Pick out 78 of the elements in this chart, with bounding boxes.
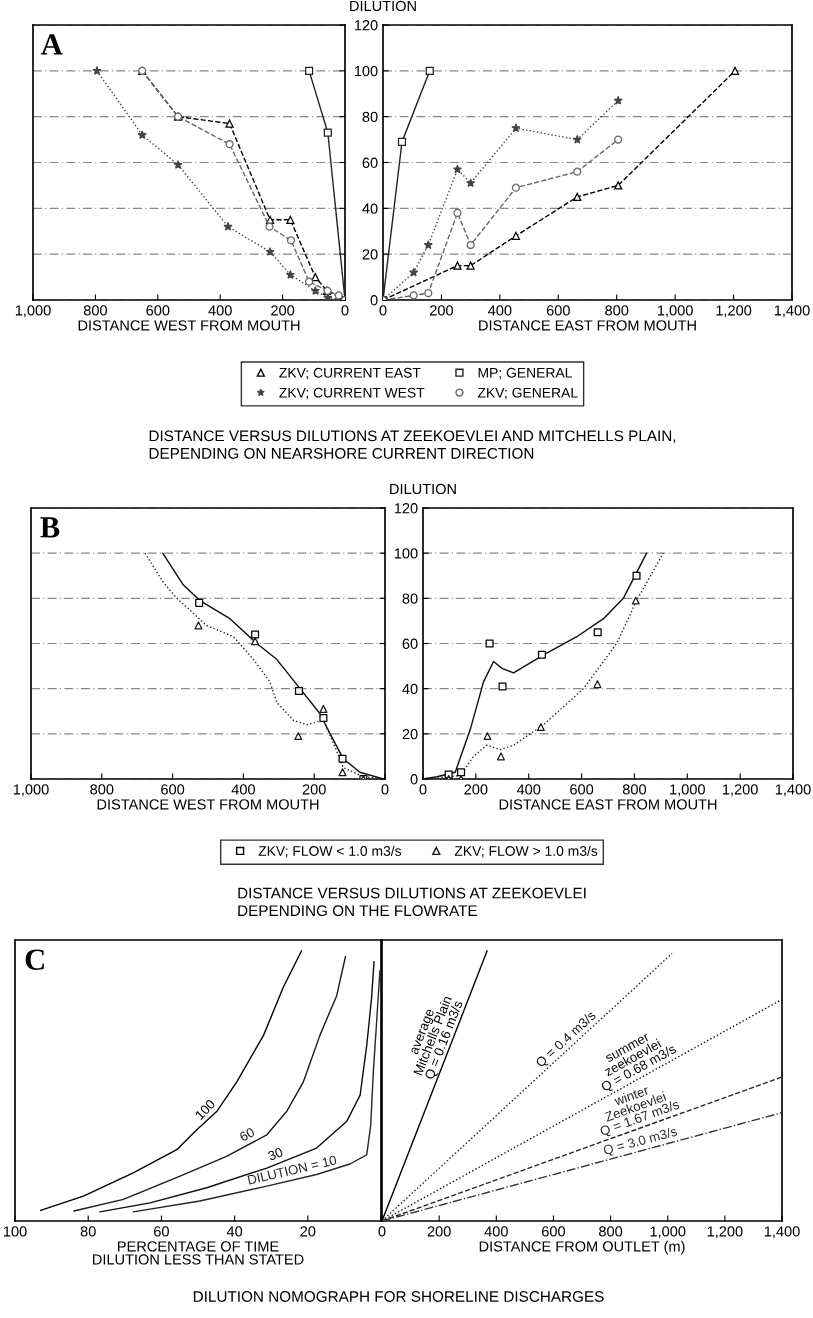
annotation: B — [40, 517, 60, 538]
y-tick-label: 100 — [354, 65, 378, 77]
x-tick-label: 0 — [379, 305, 387, 316]
x-tick-label: 400 — [516, 784, 541, 795]
text: DILUTION NOMOGRAPH FOR SHORELINE DISCHARGES — [193, 1291, 604, 1302]
x-tick-label: 400 — [231, 784, 255, 795]
x-tick-label: 200 — [271, 305, 295, 316]
x-tick-label: 600 — [542, 1226, 566, 1237]
x-tick-label: 800 — [83, 305, 107, 316]
x-axis-title: DISTANCE WEST FROM MOUTH — [97, 799, 319, 810]
x-axis-title: DISTANCE FROM OUTLET (m) — [479, 1240, 685, 1255]
y-tick-label: 80 — [362, 111, 378, 123]
y-tick-label: 0 — [410, 774, 418, 785]
x-tick-label: 1,000 — [13, 784, 49, 797]
x-tick-label: 800 — [599, 1226, 623, 1237]
x-tick-label: 200 — [302, 784, 326, 795]
legend-label: ZKV; CURRENT WEST — [279, 387, 425, 400]
y-tick-label: 40 — [402, 683, 418, 695]
y-tick-label: 40 — [362, 203, 378, 214]
y-axis-title: DILUTION — [390, 483, 456, 495]
x-tick-label: 1,000 — [658, 305, 693, 318]
y-tick-label: 120 — [394, 503, 418, 514]
x-axis-title: DISTANCE EAST FROM MOUTH — [499, 799, 717, 810]
x-tick-label: 600 — [161, 784, 185, 795]
x-tick-label: 800 — [605, 305, 629, 316]
x-tick-label: 600 — [146, 305, 170, 316]
x-tick-label: 20 — [300, 1226, 316, 1237]
x-tick-label: 80 — [80, 1226, 96, 1237]
x-tick-label: 400 — [208, 305, 232, 316]
y-tick-label: 0 — [370, 295, 378, 306]
x-tick-label: 1,400 — [774, 305, 810, 318]
x-tick-label: 0 — [381, 784, 389, 795]
y-tick-label: 120 — [354, 20, 378, 31]
annotation: A — [41, 34, 63, 55]
legend-label: ZKV; CURRENT EAST — [279, 367, 421, 380]
x-tick-label: 400 — [484, 1226, 508, 1237]
x-tick-label: 1,000 — [650, 1226, 686, 1239]
x-tick-label: 400 — [488, 305, 512, 316]
y-tick-label: 60 — [402, 638, 418, 649]
x-tick-label: 1,200 — [707, 1226, 743, 1239]
x-tick-label: 800 — [90, 784, 114, 795]
x-axis-title: PERCENTAGE OF TIME DILUTION LESS THAN STATED — [93, 1241, 304, 1265]
y-axis-title: DILUTION — [350, 0, 416, 12]
legend-label: ZKV; FLOW < 1.0 m3/s — [258, 845, 402, 858]
x-tick-label: 0 — [341, 305, 349, 316]
x-tick-label: 40 — [226, 1226, 243, 1237]
x-axis-title: DISTANCE WEST FROM MOUTH — [78, 320, 300, 331]
x-tick-label: 0 — [419, 784, 427, 795]
text: 100 — [194, 1098, 216, 1121]
text: DISTANCE VERSUS DILUTIONS AT ZEEKOEVLEI DEPENDING ON THE FLOWRATE — [238, 887, 586, 917]
y-tick-label: 20 — [362, 249, 378, 260]
x-tick-label: 200 — [430, 305, 454, 316]
x-tick-label: 60 — [154, 1226, 169, 1237]
text: DISTANCE VERSUS DILUTIONS AT ZEEKOEVLEI AND MITCHELLS PLAIN, DEPENDING ON NEARSHORE CURRENT DIRECTION — [149, 430, 676, 459]
y-tick-label: 60 — [362, 157, 378, 168]
y-tick-label: 20 — [402, 728, 418, 740]
annotation: C — [25, 949, 44, 970]
x-tick-label: 1,200 — [723, 784, 758, 797]
x-tick-label: 1,200 — [716, 305, 752, 318]
legend-label: ZKV; GENERAL — [477, 387, 578, 400]
x-tick-label: 800 — [622, 784, 647, 795]
y-tick-label: 80 — [402, 593, 418, 604]
x-tick-label: 200 — [427, 1226, 451, 1237]
x-axis-title: DISTANCE EAST FROM MOUTH — [479, 320, 696, 331]
x-tick-label: 1,400 — [764, 1226, 800, 1239]
x-tick-label: 600 — [546, 305, 570, 316]
x-tick-label: 100 — [3, 1226, 27, 1237]
x-tick-label: 200 — [464, 784, 488, 795]
x-tick-label: 1,000 — [670, 784, 705, 797]
legend-label: ZKV; FLOW > 1.0 m3/s — [454, 845, 598, 858]
legend-label: MP; GENERAL — [478, 367, 572, 380]
text: 60 — [238, 1127, 256, 1142]
x-tick-label: 1,400 — [775, 784, 811, 797]
y-tick-label: 100 — [394, 548, 418, 559]
text: 30 — [267, 1147, 284, 1161]
x-tick-label: 0 — [378, 1226, 386, 1237]
x-tick-label: 1,000 — [15, 305, 51, 318]
x-tick-label: 600 — [570, 784, 594, 795]
